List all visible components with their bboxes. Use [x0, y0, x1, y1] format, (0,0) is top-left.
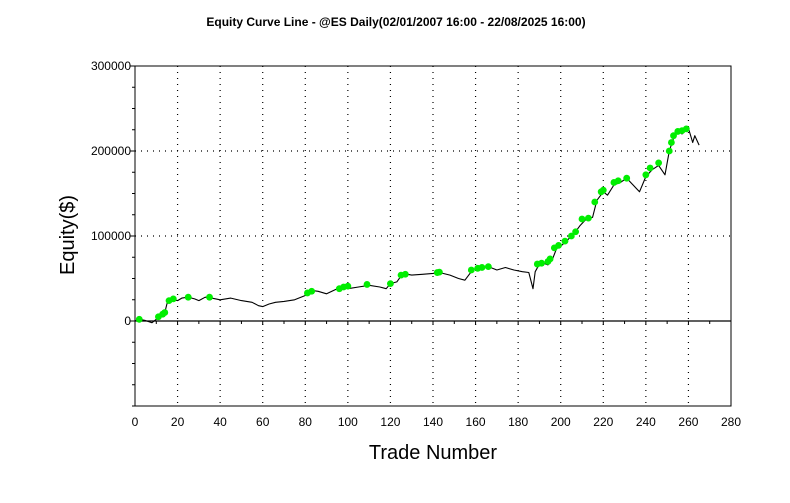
new-high-marker	[401, 270, 409, 278]
new-high-marker	[591, 198, 599, 206]
new-high-marker	[206, 293, 213, 301]
new-high-marker	[682, 125, 690, 133]
new-high-marker	[642, 171, 650, 179]
plot-area	[134, 125, 700, 324]
new-high-marker	[478, 264, 486, 271]
x-tick-label: 220	[593, 415, 613, 429]
new-high-marker	[184, 293, 192, 301]
x-tick-label: 20	[171, 415, 185, 429]
x-tick-label: 100	[338, 415, 358, 429]
new-high-marker	[467, 266, 475, 274]
new-high-marker	[555, 241, 562, 249]
new-high-marker	[655, 159, 663, 167]
grid-lines	[135, 66, 731, 406]
y-tick-label: 200000	[91, 144, 131, 158]
y-tick-label: 300000	[91, 59, 131, 73]
new-high-marker	[435, 268, 443, 276]
new-high-marker	[561, 237, 569, 245]
new-high-marker	[546, 255, 554, 263]
new-high-marker	[578, 215, 586, 223]
x-axis-label: Trade Number	[369, 442, 498, 464]
new-high-marker	[670, 132, 677, 140]
new-high-marker	[646, 164, 654, 172]
new-high-marker	[572, 228, 580, 236]
x-tick-label: 0	[132, 415, 139, 429]
new-high-marker	[308, 287, 316, 295]
x-tick-label: 120	[380, 415, 400, 429]
new-high-marker	[614, 177, 622, 185]
tick-labels: 0 20 40 60 80 100 120 140 160 180 200 220 240 260 280 0…	[91, 59, 741, 429]
x-tick-label: 40	[213, 415, 227, 429]
x-tick-label: 240	[636, 415, 656, 429]
new-high-marker	[161, 309, 169, 316]
x-tick-label: 80	[299, 415, 313, 429]
y-axis-label: Equity($)	[57, 195, 79, 275]
x-tick-label: 200	[551, 415, 571, 429]
new-high-marker	[584, 214, 592, 222]
new-high-marker	[538, 259, 545, 267]
new-high-marker	[623, 174, 631, 182]
new-high-marker	[135, 315, 143, 323]
new-high-marker	[665, 147, 673, 155]
x-tick-label: 260	[678, 415, 698, 429]
new-high-marker	[599, 186, 607, 194]
chart-title: Equity Curve Line - @ES Daily(02/01/2007…	[206, 15, 585, 29]
x-tick-label: 280	[721, 415, 741, 429]
x-tick-label: 60	[256, 415, 270, 429]
new-high-marker	[387, 280, 394, 287]
x-tick-label: 180	[508, 415, 528, 429]
axes	[130, 65, 732, 407]
new-high-marker	[484, 263, 492, 270]
x-tick-label: 140	[423, 415, 443, 429]
x-tick-label: 160	[466, 415, 486, 429]
new-high-marker	[567, 232, 575, 240]
equity-line	[134, 127, 700, 324]
y-tick-label: 100000	[91, 229, 131, 243]
new-high-marker	[169, 295, 177, 303]
new-high-marker	[344, 282, 352, 290]
new-high-marker	[668, 139, 675, 146]
new-high-marker	[363, 281, 371, 288]
y-tick-label: 0	[124, 314, 131, 328]
